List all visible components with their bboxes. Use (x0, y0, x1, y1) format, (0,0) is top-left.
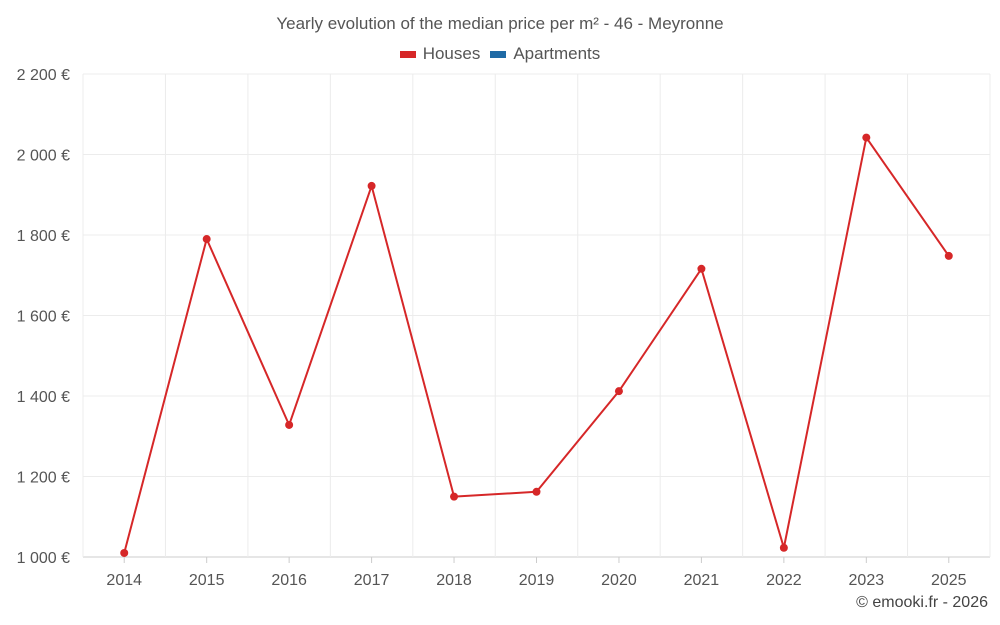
y-tick-label: 1 800 € (17, 228, 70, 245)
legend: Houses Apartments (0, 44, 1000, 64)
data-point[interactable] (614, 387, 623, 396)
x-tick-label: 2017 (354, 572, 390, 589)
data-point[interactable] (450, 492, 459, 501)
legend-swatch-apartments (490, 50, 507, 58)
x-tick-label: 2025 (931, 572, 967, 589)
data-point[interactable] (779, 543, 788, 552)
x-tick-label: 2016 (271, 572, 307, 589)
x-tick-label: 2015 (189, 572, 225, 589)
data-point[interactable] (862, 133, 871, 142)
series-layer (120, 133, 953, 557)
x-tick-label: 2023 (849, 572, 885, 589)
x-tick-label: 2014 (106, 572, 142, 589)
data-point[interactable] (532, 487, 541, 496)
y-axis: 1 000 € 1 200 € 1 400 € 1 600 € 1 800 € 2 000… (17, 67, 70, 567)
y-tick-label: 1 000 € (17, 550, 70, 567)
x-axis: 2014 2015 2016 2017 2018 2019 2020 2021 2022 2023… (106, 557, 967, 589)
y-tick-label: 1 400 € (17, 389, 70, 406)
data-point[interactable] (285, 420, 294, 429)
data-point[interactable] (202, 235, 211, 244)
x-tick-label: 2018 (436, 572, 472, 589)
legend-item-houses[interactable]: Houses (399, 44, 481, 64)
data-point[interactable] (120, 548, 129, 557)
credit-text: © emooki.fr - 2026 (856, 594, 988, 611)
legend-item-apartments[interactable]: Apartments (490, 44, 600, 64)
legend-swatch-houses (399, 50, 416, 58)
x-tick-label: 2020 (601, 572, 637, 589)
legend-label-houses: Houses (422, 44, 481, 63)
legend-label-apartments: Apartments (513, 44, 601, 63)
data-point[interactable] (944, 251, 953, 260)
x-tick-label: 2022 (766, 572, 802, 589)
x-tick-label: 2021 (684, 572, 720, 589)
y-tick-label: 2 200 € (17, 67, 70, 84)
y-tick-label: 1 200 € (17, 470, 70, 487)
y-tick-label: 2 000 € (17, 148, 70, 165)
y-tick-label: 1 600 € (17, 309, 70, 326)
grid (82, 73, 991, 558)
x-tick-label: 2019 (519, 572, 555, 589)
data-point[interactable] (367, 181, 376, 190)
chart-title: Yearly evolution of the median price per… (276, 14, 724, 33)
data-point[interactable] (697, 264, 706, 273)
